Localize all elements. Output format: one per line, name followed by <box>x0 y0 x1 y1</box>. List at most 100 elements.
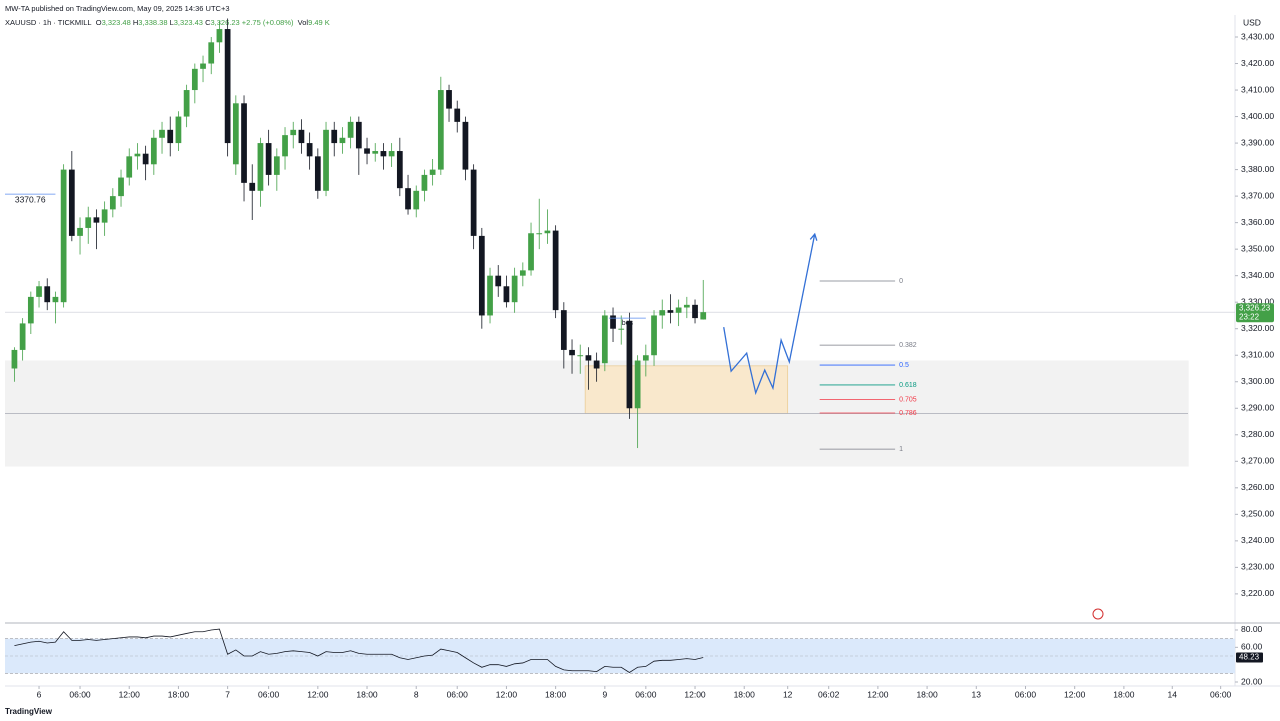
rsi-line <box>14 628 704 673</box>
candle-body <box>569 349 575 356</box>
x-tick-label: 12:00 <box>1064 689 1086 699</box>
x-tick-label: 12:00 <box>307 689 329 699</box>
y-tick-label: 3,300.00 <box>1241 376 1274 386</box>
x-tick-label: 12:00 <box>119 689 141 699</box>
candle-body <box>331 129 338 144</box>
candle-body <box>126 156 133 178</box>
candle-body <box>339 137 346 144</box>
candle-body <box>167 129 174 144</box>
candle-body <box>560 310 567 350</box>
candle-body <box>487 275 493 316</box>
candle-body <box>68 169 75 236</box>
legend-value: 3,323.48 <box>101 18 131 27</box>
candle-body <box>372 151 379 154</box>
rsi-tick-label: 80.00 <box>1241 624 1263 634</box>
candle-body <box>306 143 313 157</box>
y-tick-label: 3,370.00 <box>1241 190 1274 200</box>
x-tick-label: 12:00 <box>496 689 518 699</box>
candle-body <box>495 275 502 287</box>
legend-value: 3,326.23 <box>210 18 240 27</box>
candle-body <box>355 121 362 149</box>
x-tick-label: 06:00 <box>447 689 469 699</box>
y-tick-label: 3,430.00 <box>1241 31 1274 41</box>
candle-body <box>544 230 551 234</box>
rsi-tag-label: 48.23 <box>1239 653 1260 662</box>
candle-body <box>536 233 543 235</box>
x-tick-label: 06:00 <box>1210 689 1232 699</box>
candle-body <box>109 196 116 210</box>
x-tick-label: 18:00 <box>168 689 190 699</box>
candle-body <box>249 182 256 191</box>
candle-body <box>618 328 625 330</box>
candle-body <box>454 108 461 122</box>
fib-label: 0 <box>899 278 903 285</box>
x-tick-label: 14 <box>1168 689 1178 699</box>
candle-body <box>552 230 559 311</box>
candle-body <box>60 169 67 303</box>
candle-body <box>27 296 34 324</box>
candle-body <box>191 68 198 91</box>
candle-body <box>241 103 247 183</box>
candle-body <box>44 286 51 303</box>
y-tick-label: 3,330.00 <box>1241 296 1274 306</box>
fib-label: 0.786 <box>899 410 917 417</box>
candle-body <box>667 310 674 313</box>
candle-body <box>683 304 690 308</box>
candle-body <box>421 174 428 191</box>
x-tick-label: 18:00 <box>1113 689 1135 699</box>
candle-body <box>601 315 608 364</box>
candle-body <box>11 349 18 369</box>
y-tick-label: 3,410.00 <box>1241 84 1274 94</box>
x-tick-label: 06:00 <box>69 689 91 699</box>
candle-body <box>380 151 387 157</box>
y-tick-label: 3,270.00 <box>1241 456 1274 466</box>
x-tick-label: 06:00 <box>258 689 280 699</box>
x-tick-label: 18:00 <box>734 689 756 699</box>
candle-body <box>52 296 59 303</box>
x-tick-label: 12:00 <box>684 689 706 699</box>
candle-body <box>519 270 526 276</box>
candle-body <box>36 286 42 297</box>
candle-body <box>101 209 108 223</box>
candle-body <box>232 103 239 165</box>
candle-body <box>511 275 518 303</box>
level-label: 3370.76 <box>15 194 46 204</box>
candle-body <box>585 355 592 361</box>
ohlc: O3,323.48 H3,338.38 L3,323.43 C3,326.23 <box>96 18 242 27</box>
legend-key: H <box>132 18 139 27</box>
candle-body <box>200 63 206 69</box>
candle-body <box>159 129 165 138</box>
y-tick-label: 3,350.00 <box>1241 243 1274 253</box>
candle-body <box>610 315 616 329</box>
candle-body <box>290 129 297 136</box>
y-tick-label: 3,420.00 <box>1241 58 1274 68</box>
candle-body <box>347 121 354 138</box>
candle-body <box>528 233 534 271</box>
candle-body <box>413 190 420 210</box>
candle-body <box>651 315 657 356</box>
legend-key: O <box>95 18 102 27</box>
candle-body <box>134 153 141 157</box>
fib-label: 0.382 <box>899 342 917 349</box>
symbol: XAUUSD · 1h · TICKMILL <box>5 18 92 27</box>
candle-body <box>208 42 215 64</box>
fib-label: 1 <box>899 446 903 453</box>
rsi-tick-label: 20.00 <box>1241 676 1263 686</box>
candle-body <box>470 169 477 236</box>
price-tag <box>1236 303 1274 323</box>
y-tick-label: 3,280.00 <box>1241 429 1274 439</box>
candle-body <box>478 235 485 316</box>
fib-label: 0.705 <box>899 396 917 403</box>
candle-body <box>634 360 641 409</box>
candle-body <box>700 312 707 320</box>
legend-key: L <box>169 18 174 27</box>
candle-body <box>273 156 280 175</box>
candle-body <box>503 286 510 303</box>
candle-body <box>446 90 452 109</box>
y-tick-label: 3,220.00 <box>1241 588 1274 598</box>
price-tag-countdown: 23:22 <box>1239 312 1260 321</box>
candle-body <box>216 29 223 43</box>
legend-value: 3,338.38 <box>138 18 168 27</box>
y-tick-label: 3,240.00 <box>1241 535 1274 545</box>
